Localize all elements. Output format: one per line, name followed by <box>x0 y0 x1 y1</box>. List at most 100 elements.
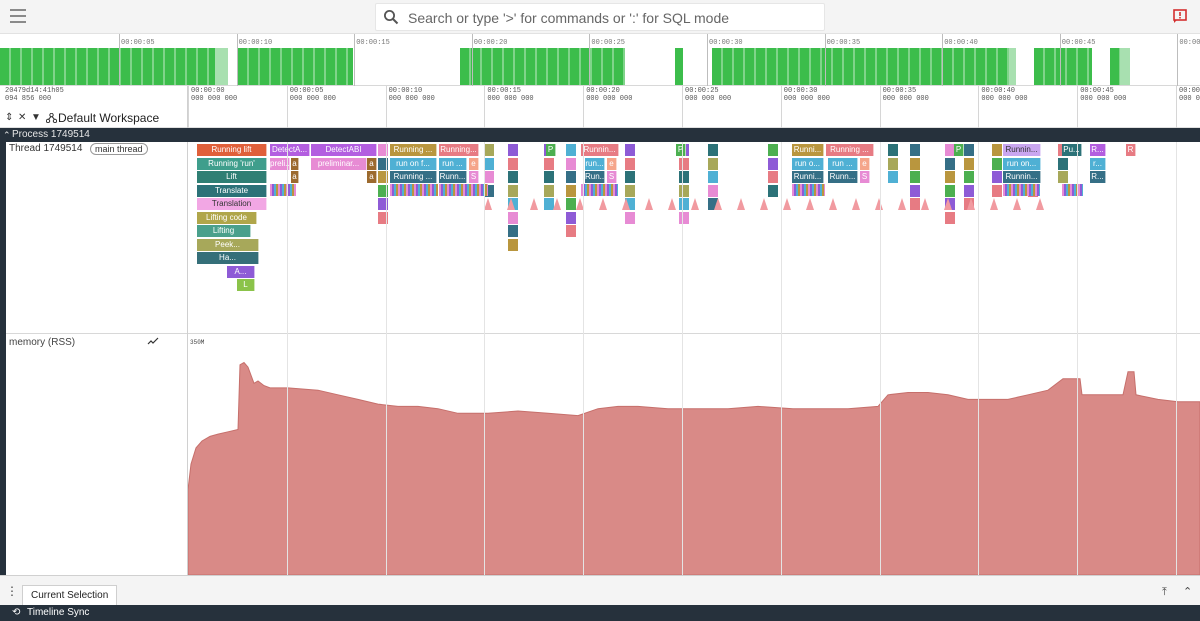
timestamp-origin: 20479d14:41h05 094 856 000 <box>5 87 64 103</box>
thread-slice[interactable]: Runni... <box>792 171 824 183</box>
thread-slice[interactable]: Running lift <box>197 144 267 156</box>
activity-fade <box>215 48 228 85</box>
report-issue-icon[interactable] <box>1172 8 1188 24</box>
workspace-selector[interactable]: Default Workspace <box>58 111 160 125</box>
thread-slice[interactable]: Lift <box>197 171 267 183</box>
thread-slice[interactable]: Lifting <box>197 225 251 237</box>
thread-slice[interactable]: S <box>469 171 479 183</box>
maximize-panel-icon[interactable]: ⤒ <box>1162 586 1167 598</box>
thread-slices[interactable]: Running lift Running 'run' Lift Translate Tr… <box>188 142 1200 334</box>
dense-strip <box>1062 184 1083 196</box>
thread-slice[interactable]: run on f... <box>390 157 437 170</box>
thread-slice[interactable]: Running... <box>439 144 479 156</box>
thread-slice[interactable]: run o... <box>792 157 824 170</box>
thread-slice[interactable]: P <box>546 144 556 156</box>
flame-bar <box>378 171 388 183</box>
thread-slice[interactable]: Runnin... <box>581 144 619 156</box>
thread-slice[interactable]: DetectA... <box>270 144 310 156</box>
more-vert-icon[interactable]: ⋮ <box>6 584 18 598</box>
workspace-row: ⇕ ✕ ▼ Default Workspace <box>0 108 188 128</box>
dense-strip <box>439 184 488 196</box>
thread-slice[interactable]: Running ... <box>390 171 437 183</box>
thread-slice[interactable]: R <box>1126 144 1136 156</box>
thread-slice[interactable]: Pu... <box>1062 144 1082 156</box>
flame-bar <box>544 157 554 170</box>
thread-slice[interactable]: Runn... <box>828 171 858 183</box>
thread-slice[interactable]: Translate <box>197 184 267 197</box>
time-gridline <box>978 86 980 128</box>
thread-slice[interactable]: e <box>860 157 870 170</box>
search-input[interactable] <box>408 7 808 29</box>
thread-track-shell[interactable]: Thread 1749514 main thread <box>6 142 187 334</box>
thread-slice[interactable]: Runn... <box>439 171 467 183</box>
memory-counter-track[interactable]: 350M <box>187 334 1200 576</box>
thread-slice[interactable]: P <box>676 144 686 156</box>
thread-slice[interactable]: a <box>367 171 377 183</box>
flame-bar <box>544 184 554 197</box>
tab-current-selection[interactable]: Current Selection <box>22 585 118 606</box>
thread-slice[interactable]: Run... <box>585 171 605 183</box>
thread-slice[interactable]: S <box>607 171 617 183</box>
gridline <box>1077 142 1079 575</box>
thread-slice[interactable]: Translation <box>197 198 267 210</box>
flame-bar <box>910 198 920 210</box>
collapse-all-icon[interactable]: ⇕ <box>5 112 14 123</box>
thread-slice[interactable]: R... <box>1090 171 1106 183</box>
timeline-sync-button[interactable]: Timeline Sync <box>27 607 90 618</box>
timeline-canvas[interactable]: Running lift Running 'run' Lift Translate Tr… <box>187 142 1200 576</box>
thread-slice[interactable]: L <box>237 279 255 291</box>
thread-slice[interactable]: P <box>954 144 964 156</box>
process-track-header[interactable]: ⌃ Process 1749514 <box>0 128 1200 142</box>
spike-marker <box>507 198 515 210</box>
spike-marker <box>783 198 791 210</box>
overview-tick <box>1177 34 1179 86</box>
omnibox[interactable] <box>375 3 825 31</box>
thread-slice[interactable]: A... <box>227 265 255 278</box>
overview-timeline[interactable]: 00:00:05 00:00:10 00:00:15 00:00:20 00:00:25… <box>0 34 1200 86</box>
thread-slice[interactable]: a <box>291 157 299 170</box>
menu-icon[interactable] <box>10 9 26 23</box>
thread-slice[interactable]: Running ... <box>826 144 874 156</box>
thread-slice[interactable]: Runnin... <box>1003 144 1041 156</box>
thread-slice[interactable]: run... <box>585 157 605 170</box>
thread-slice[interactable]: r... <box>1090 157 1106 170</box>
overview-tick-label: 00:00:10 <box>238 39 273 47</box>
thread-slice[interactable]: preliminar... <box>311 157 367 170</box>
chevron-up-icon[interactable]: ⌃ <box>1183 586 1193 598</box>
flame-bar <box>508 184 518 197</box>
flame-bar <box>378 144 388 156</box>
thread-slice[interactable]: preli... <box>270 157 290 170</box>
flame-bar <box>625 157 635 170</box>
flame-bar <box>566 157 576 170</box>
thread-slice[interactable]: Running 'run' <box>197 157 267 170</box>
time-label: 00:00:45 000 000 000 <box>1080 87 1127 103</box>
flame-bar <box>566 171 576 183</box>
unpin-icon[interactable]: ✕ <box>18 112 27 123</box>
thread-slice[interactable]: Running ... <box>390 144 437 156</box>
thread-slice[interactable]: e <box>607 157 617 170</box>
memory-track-shell[interactable]: memory (RSS) <box>6 334 187 575</box>
thread-slice[interactable]: Runnin... <box>1003 171 1041 183</box>
overview-tick <box>589 34 591 86</box>
thread-slice[interactable]: run ... <box>439 157 467 170</box>
overview-tick <box>824 34 826 86</box>
thread-slice[interactable]: a <box>367 157 377 170</box>
thread-slice[interactable]: DetectABI <box>311 144 377 156</box>
thread-slice[interactable]: Ha... <box>197 252 259 264</box>
thread-slice[interactable]: R... <box>1090 144 1106 156</box>
thread-slice[interactable]: Peek... <box>197 238 259 251</box>
filter-icon[interactable]: ▼ <box>31 112 41 123</box>
flame-bar <box>910 171 920 183</box>
thread-slice[interactable]: run ... <box>828 157 858 170</box>
thread-slice[interactable]: Runni... <box>792 144 824 156</box>
spike-marker <box>921 198 929 210</box>
thread-slice[interactable]: e <box>469 157 479 170</box>
thread-slice[interactable]: a <box>291 171 299 183</box>
chevron-up-icon[interactable]: ⌃ <box>3 130 11 140</box>
thread-slice[interactable]: Lifting code <box>197 211 257 224</box>
flame-bar <box>378 211 388 224</box>
thread-slice[interactable]: run on... <box>1003 157 1041 170</box>
dense-strip <box>270 184 296 196</box>
line-chart-icon[interactable] <box>147 336 159 346</box>
thread-slice[interactable]: S <box>860 171 870 183</box>
